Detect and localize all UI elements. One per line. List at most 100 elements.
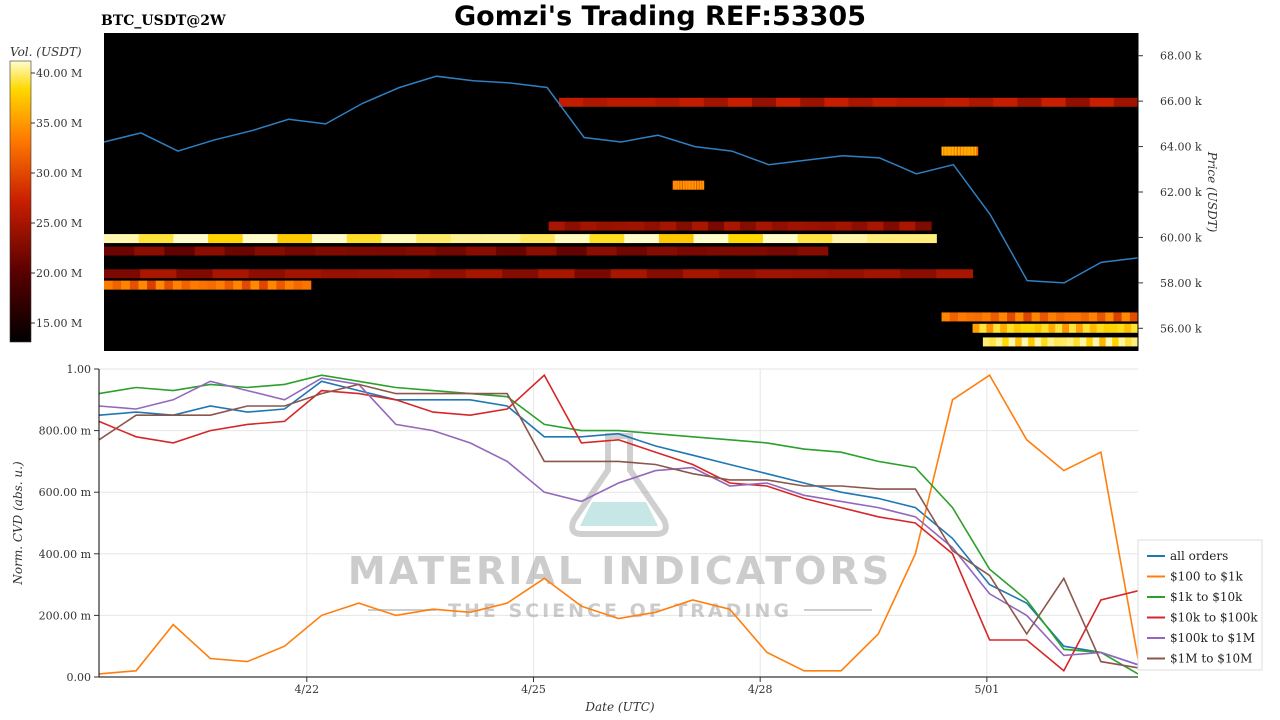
heatmap-cell — [690, 180, 693, 190]
cvd-x-axis-label: Date (UTC) — [584, 700, 654, 714]
heatmap-cell — [147, 280, 157, 290]
heatmap-cell — [554, 234, 591, 244]
legend-entry: $1M to $10M — [1170, 652, 1252, 666]
heatmap-cell — [556, 246, 588, 256]
heatmap-cell — [676, 221, 693, 231]
heatmap-cell — [1015, 312, 1024, 322]
heatmap-cell — [899, 221, 916, 231]
heatmap-cell — [450, 234, 487, 244]
heatmap-cell — [526, 246, 557, 256]
cvd-x-tick-label: 5/01 — [975, 683, 1000, 696]
cvd-series-line — [99, 374, 1138, 675]
heatmap-cell — [982, 312, 992, 322]
heatmap-cell — [276, 280, 286, 290]
heatmap-cell — [173, 234, 209, 244]
heatmap-cell — [1041, 337, 1049, 347]
heatmap-cell — [190, 280, 200, 290]
chart-title: Gomzi's Trading REF:53305 — [454, 1, 866, 32]
price-tick-label: 68.00 k — [1160, 50, 1202, 63]
colorbar-ticks: 40.00 M 35.00 M 30.00 M 25.00 M 20.00 M 15.00… — [31, 67, 82, 330]
heatmap-cell — [693, 180, 696, 190]
heatmap-cell — [207, 280, 217, 290]
heatmap-cell — [1124, 323, 1132, 333]
heatmap-cell — [660, 221, 677, 231]
cvd-x-tick-label: 4/28 — [748, 683, 773, 696]
heatmap-cell — [679, 180, 681, 190]
heatmap-cell — [969, 97, 994, 107]
heatmap-cell — [1034, 323, 1042, 333]
heatmap-cell — [990, 312, 1000, 322]
heatmap-cell — [583, 97, 608, 107]
heatmap-cell — [1131, 323, 1138, 333]
heatmap-cell — [694, 180, 697, 190]
heatmap-cell — [140, 269, 177, 279]
heatmap-cell — [708, 221, 725, 231]
heatmap-cell — [1103, 323, 1111, 333]
heatmap-cell — [979, 323, 987, 333]
heatmap-cell — [707, 246, 738, 256]
heatmap-cell — [695, 180, 698, 190]
cvd-x-tick-label: 4/25 — [521, 683, 546, 696]
heatmap-cell — [943, 146, 946, 156]
heatmap-cell — [693, 234, 729, 244]
heatmap-cell — [723, 221, 741, 231]
heatmap-cell — [241, 280, 251, 290]
heatmap-cell — [956, 146, 959, 156]
colorbar-tick-label: 20.00 M — [36, 267, 82, 280]
heatmap-cell — [1007, 312, 1016, 322]
heatmap-cell — [655, 97, 681, 107]
heatmap-cell — [393, 269, 431, 279]
heatmap-cell — [727, 97, 753, 107]
heatmap-cell — [835, 221, 852, 231]
heatmap-cell — [771, 221, 789, 231]
heatmap-cell — [944, 97, 970, 107]
heatmap-cell — [719, 269, 756, 279]
heatmap-cell — [962, 146, 965, 156]
heatmap-cell — [155, 280, 165, 290]
heatmap-cell — [697, 180, 700, 190]
heatmap-cell — [216, 280, 226, 290]
heatmap-cell — [1092, 337, 1100, 347]
heatmap-cell — [435, 246, 467, 256]
heatmap-cell — [1112, 337, 1120, 347]
heatmap-cell — [1020, 323, 1029, 333]
heatmap-cell — [631, 97, 656, 107]
heatmap-cell — [1105, 337, 1113, 347]
heatmap-cell — [1028, 337, 1036, 347]
heatmap-cell — [250, 280, 260, 290]
heatmap-cell — [104, 234, 140, 244]
heatmap-cell — [1062, 323, 1070, 333]
heatmap-cell — [941, 146, 944, 156]
heatmap-cell — [944, 146, 947, 156]
heatmap-cell — [791, 269, 829, 279]
heatmap-cell — [658, 234, 695, 244]
heatmap-cell — [762, 234, 799, 244]
heatmap-cell — [698, 180, 701, 190]
heatmap-cell — [767, 246, 799, 256]
heatmap-cell — [947, 146, 950, 156]
heatmap-cell — [683, 269, 720, 279]
heatmap-cell — [616, 246, 648, 256]
heatmap-cell — [596, 221, 613, 231]
cvd-series-line — [99, 383, 1138, 669]
heatmap-cell — [915, 221, 932, 231]
heatmap-bands — [104, 97, 1138, 347]
heatmap-cell — [851, 221, 868, 231]
heatmap-cell — [315, 246, 346, 256]
heatmap-cell — [1064, 312, 1074, 322]
heatmap-cell — [558, 97, 584, 107]
heatmap-cell — [832, 234, 868, 244]
heatmap-cell — [224, 246, 256, 256]
heatmap-cell — [181, 280, 191, 290]
heatmap-cell — [1039, 312, 1049, 322]
heatmap-cell — [1008, 337, 1016, 347]
heatmap-cell — [686, 180, 689, 190]
heatmap-cell — [1121, 312, 1131, 322]
heatmap-cell — [233, 280, 243, 290]
heatmap-cell — [1055, 323, 1063, 333]
flask-liquid-icon — [580, 502, 658, 526]
heatmap-cell — [375, 246, 407, 256]
price-tick-label: 62.00 k — [1160, 186, 1202, 199]
heatmap-cell — [1082, 323, 1091, 333]
legend-entry: $100k to $1M — [1170, 631, 1255, 645]
